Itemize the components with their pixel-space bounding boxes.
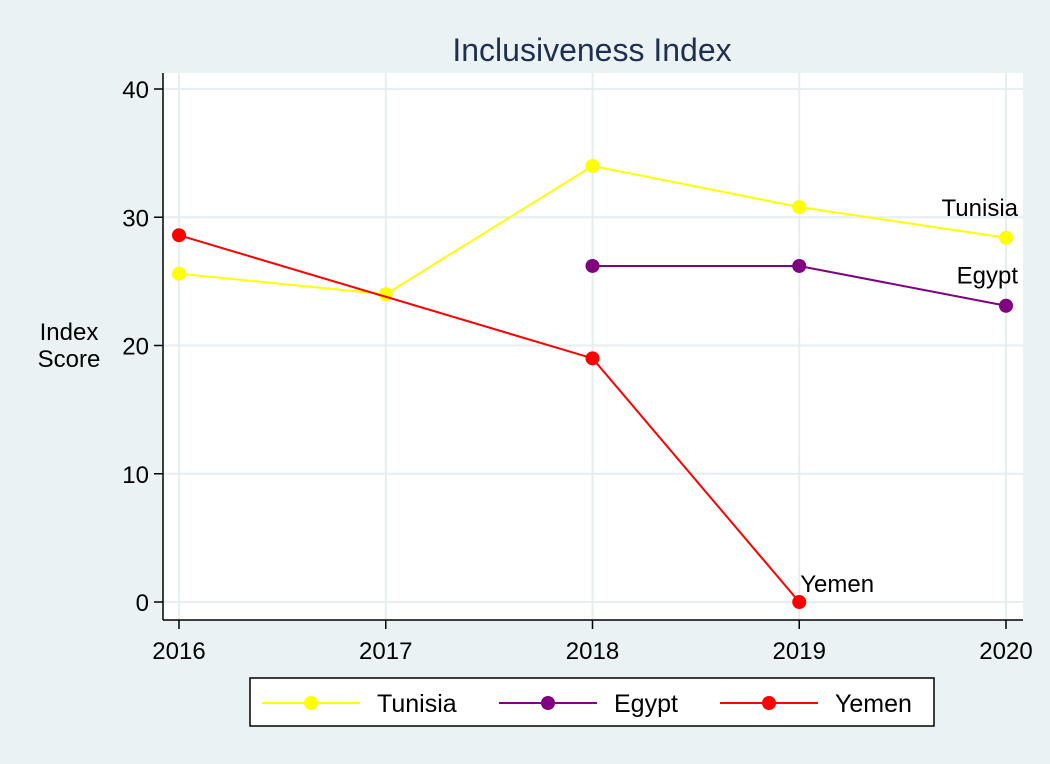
tick-labels: 0 10 20 30 40 2016 2017 2018 2019 2020 [122,77,1032,665]
y-axis-title-line-1: Index [40,319,99,346]
data-point-egypt [999,298,1013,313]
y-tick-label: 40 [122,77,149,104]
data-point-tunisia [999,230,1013,245]
series-end-label-egypt: Egypt [957,263,1019,290]
y-tick-label: 20 [122,334,149,361]
y-tick-label: 30 [122,205,149,232]
legend-marker-tunisia [304,696,318,710]
series [172,158,1013,609]
data-point-tunisia [172,266,186,281]
legend-marker-egypt [541,696,555,710]
legend-label-yemen: Yemen [835,690,912,718]
data-point-egypt [792,258,807,273]
data-point-egypt [585,258,600,273]
data-point-tunisia [792,199,807,214]
x-tick-label: 2020 [979,638,1032,665]
x-tick-label: 2017 [359,638,412,665]
legend-box [249,677,935,727]
legend: Tunisia Egypt Yemen [262,690,912,718]
legend-label-tunisia: Tunisia [377,690,457,718]
data-point-yemen [792,595,807,609]
chart-title: Inclusiveness Index [452,32,731,68]
x-tick-label: 2019 [773,638,826,665]
series-end-labels: Tunisia Egypt Yemen [800,195,1018,598]
data-point-yemen [172,228,186,243]
series-end-label-yemen: Yemen [800,571,874,598]
legend-label-egypt: Egypt [614,690,678,718]
x-tick-label: 2016 [152,638,205,665]
series-end-label-tunisia: Tunisia [942,195,1019,222]
y-axis-title-line-2: Score [38,346,101,373]
data-point-yemen [585,351,600,366]
data-point-tunisia [585,158,600,173]
legend-marker-yemen [762,696,776,710]
y-tick-label: 10 [122,462,149,489]
y-tick-label: 0 [136,590,149,617]
x-tick-label: 2018 [566,638,619,665]
